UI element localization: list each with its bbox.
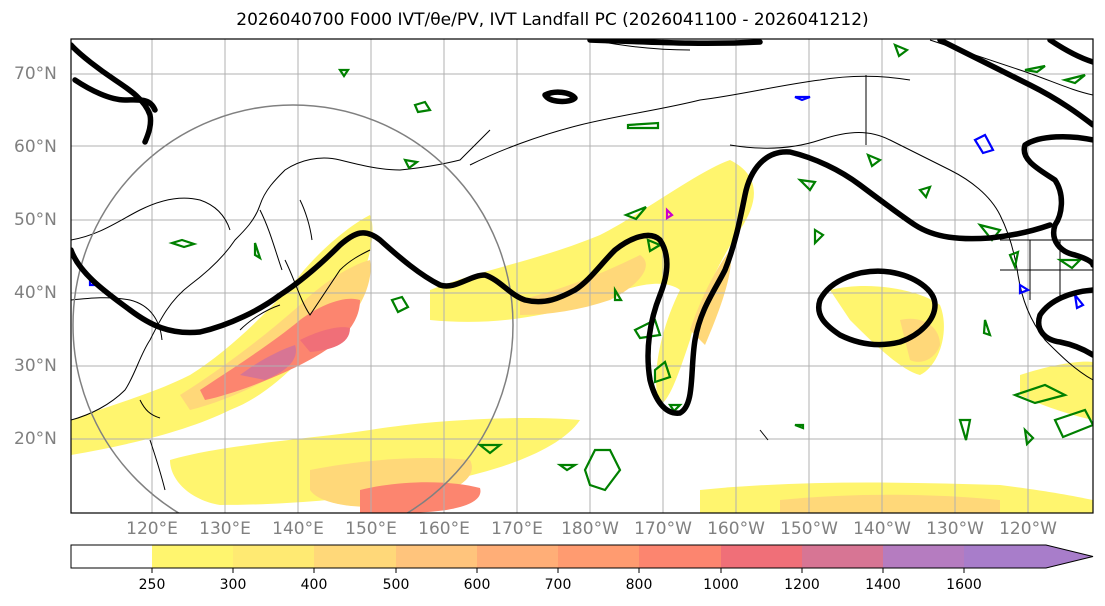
- colorbar-bin-9: [802, 545, 883, 568]
- lat-label: 60°N: [14, 137, 57, 157]
- lat-label: 70°N: [14, 64, 57, 84]
- colorbar-bin-10: [883, 545, 964, 568]
- colorbar-bin-3: [314, 545, 396, 568]
- lon-label: 120°W: [999, 519, 1057, 539]
- lon-label: 140°W: [853, 519, 911, 539]
- lat-label: 20°N: [14, 429, 57, 449]
- colorbar-bin-7: [639, 545, 721, 568]
- colorbar-bin-0: [71, 545, 152, 568]
- colorbar-bin-5: [477, 545, 558, 568]
- colorbar-tick-label: 600: [463, 577, 491, 593]
- lon-label: 170°E: [491, 519, 543, 539]
- lon-label: 120°E: [126, 519, 178, 539]
- colorbar-tick-label: 500: [382, 577, 410, 593]
- colorbar-tick-label: 700: [544, 577, 572, 593]
- lon-label: 160°E: [418, 519, 470, 539]
- colorbar-bin-1: [152, 545, 233, 568]
- map-title: 2026040700 F000 IVT/θe/PV, IVT Landfall …: [236, 10, 869, 30]
- lon-label: 170°W: [634, 519, 692, 539]
- lon-label: 160°W: [707, 519, 765, 539]
- colorbar: [70, 544, 1094, 573]
- colorbar-bin-2: [233, 545, 314, 568]
- pv-contours: [168, 43, 1093, 492]
- colorbar-bin-4: [396, 545, 477, 568]
- colorbar-bin-8: [721, 545, 802, 568]
- colorbar-tick-label: 1400: [865, 577, 901, 593]
- colorbar-tick-label: 800: [625, 577, 653, 593]
- lon-label: 150°E: [345, 519, 397, 539]
- colorbar-tick-label: 1000: [703, 577, 739, 593]
- lon-label: 130°E: [199, 519, 251, 539]
- colorbar-extend-arrow: [964, 545, 1093, 568]
- lon-label: 140°E: [272, 519, 324, 539]
- lat-label: 40°N: [14, 283, 57, 303]
- lon-label: 130°W: [926, 519, 984, 539]
- theta-e-contours: [71, 39, 1093, 416]
- lon-label: 180°W: [561, 519, 619, 539]
- lon-label: 150°W: [780, 519, 838, 539]
- colorbar-tick-label: 1200: [784, 577, 820, 593]
- colorbar-tick-label: 400: [300, 577, 328, 593]
- landfall-circle: [72, 104, 514, 513]
- colorbar-tick-label: 1600: [946, 577, 982, 593]
- lat-label: 50°N: [14, 210, 57, 230]
- colorbar-tick-label: 300: [219, 577, 247, 593]
- colorbar-tick-label: 250: [138, 577, 166, 593]
- lat-label: 30°N: [14, 356, 57, 376]
- map-frame: [70, 38, 1094, 514]
- colorbar-bin-6: [558, 545, 639, 568]
